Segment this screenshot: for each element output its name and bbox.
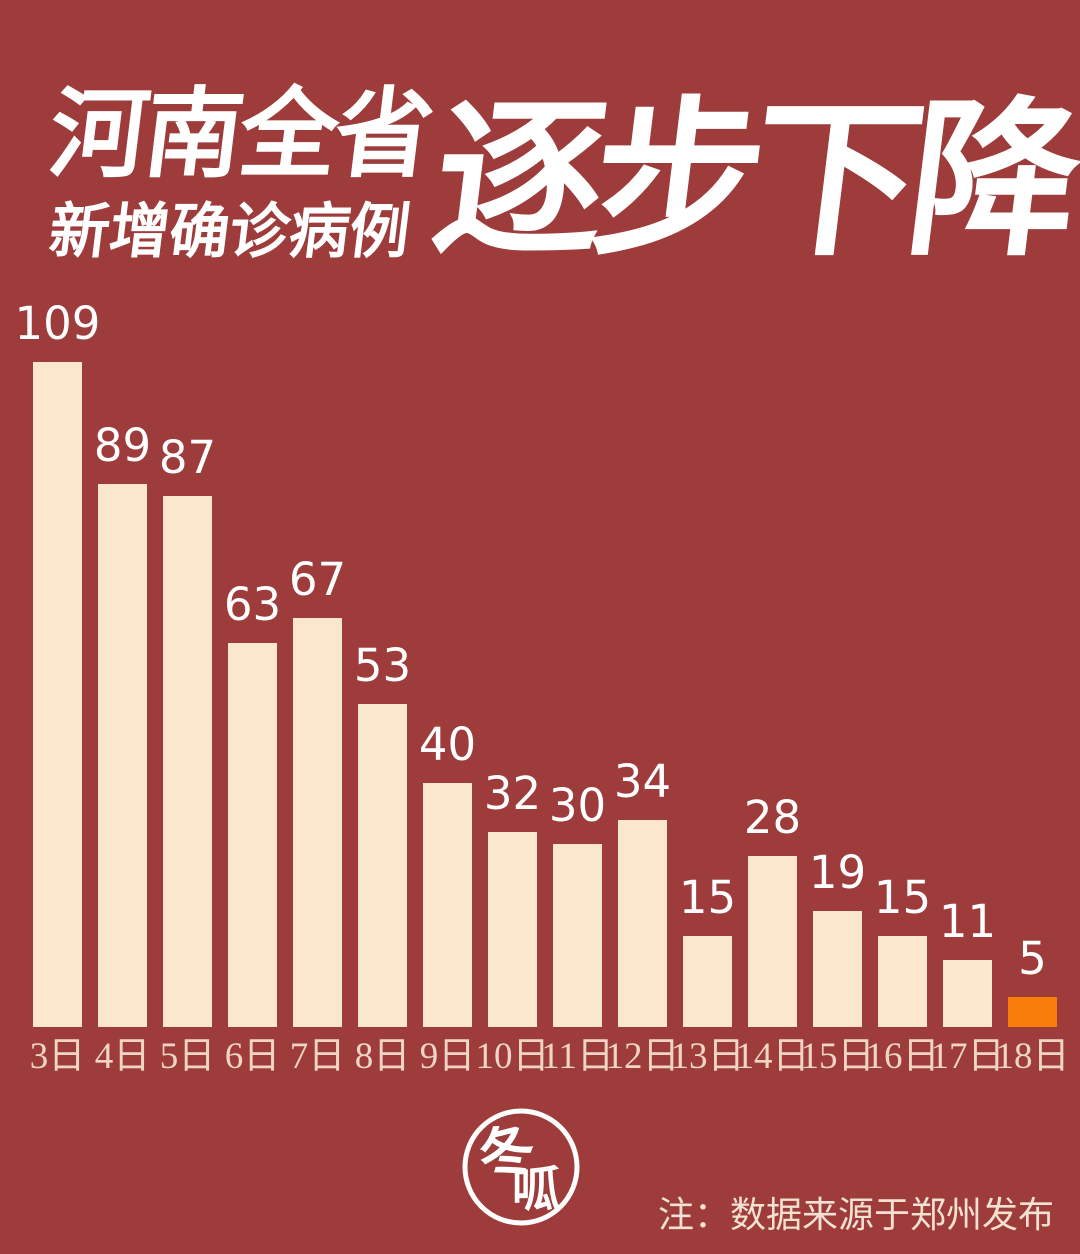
- bar-column: 30: [549, 783, 606, 1027]
- data-source-note: 注：数据来源于郑州发布: [657, 1195, 1054, 1235]
- bar: [98, 484, 147, 1027]
- category-label: 16日: [865, 1036, 940, 1077]
- bar: [33, 362, 82, 1027]
- bar-column: 53: [354, 643, 411, 1027]
- category-label: 17日: [930, 1036, 1005, 1077]
- category-label: 3日: [29, 1036, 86, 1077]
- bar: [683, 935, 732, 1027]
- bar-column: 15: [679, 875, 736, 1027]
- category-label: 7日: [289, 1036, 346, 1077]
- bar: [293, 618, 342, 1027]
- bar-highlighted: [1008, 996, 1057, 1027]
- bar-column: 11: [939, 899, 996, 1027]
- bar: [813, 911, 862, 1027]
- category-label: 12日: [605, 1036, 680, 1077]
- bar-value-label: 87: [158, 431, 217, 485]
- category-label: 18日: [995, 1036, 1070, 1077]
- bar-column: 34: [614, 759, 671, 1027]
- bar-value-label: 89: [93, 419, 152, 473]
- bar: [618, 819, 667, 1027]
- bar-value-label: 30: [548, 779, 607, 832]
- bar-chart: 109 89 87 63 67 53 40 32 30 34 15 28 19 15 11 5: [15, 227, 1057, 1027]
- bar-column: 15: [874, 875, 931, 1027]
- bar: [878, 935, 927, 1027]
- bar-column: 67: [289, 557, 346, 1027]
- category-label: 10日: [475, 1036, 550, 1077]
- bar-column: 28: [744, 795, 801, 1027]
- bar-value-label: 15: [678, 870, 737, 924]
- bar: [423, 783, 472, 1027]
- bar-value-label: 109: [14, 297, 101, 351]
- bar-value-label: 53: [353, 638, 412, 692]
- bar-column: 89: [94, 423, 151, 1027]
- bar-column: 109: [15, 301, 100, 1027]
- bar-value-label: 67: [288, 553, 347, 607]
- category-label: 8日: [354, 1036, 411, 1077]
- bar: [163, 496, 212, 1027]
- bar-column: 32: [484, 771, 541, 1027]
- category-label: 15日: [800, 1036, 875, 1077]
- bar: [358, 703, 407, 1027]
- bar: [943, 959, 992, 1027]
- category-label: 14日: [735, 1036, 810, 1077]
- logo-circle: [462, 1108, 580, 1226]
- title-region: 河南全省: [43, 78, 438, 192]
- logo-char-bottom: 呱: [512, 1162, 560, 1218]
- bar-column: 19: [809, 850, 866, 1027]
- bar-value-label: 15: [873, 870, 932, 924]
- category-axis: 3日 4日 5日 6日 7日 8日 9日 10日 11日 12日 13日 14日 15日 16日 17日 18…: [29, 1036, 1070, 1077]
- bar-column: 40: [419, 722, 476, 1027]
- bar-value-label: 63: [223, 577, 282, 631]
- bar: [553, 844, 602, 1027]
- category-label: 13日: [670, 1036, 745, 1077]
- category-label: 5日: [159, 1036, 216, 1077]
- bar: [228, 642, 277, 1027]
- bar-value-label: 11: [938, 894, 997, 948]
- category-label: 4日: [94, 1036, 151, 1077]
- bar-value-label: 34: [613, 754, 672, 808]
- bar-value-label: 28: [743, 791, 802, 845]
- bar: [748, 856, 797, 1027]
- bar-column: 63: [224, 582, 281, 1027]
- bar-value-label: 19: [808, 846, 867, 900]
- bar-value-label: 40: [418, 718, 477, 771]
- category-label: 9日: [419, 1036, 476, 1077]
- bar-value-label: 5: [1018, 931, 1047, 985]
- donggua-logo: 冬 呱: [462, 1108, 580, 1226]
- bar-column: 5: [1008, 931, 1057, 1027]
- bar-value-label: 32: [483, 766, 542, 820]
- category-label: 6日: [224, 1036, 281, 1077]
- category-label: 11日: [541, 1036, 614, 1077]
- bar: [488, 831, 537, 1027]
- bar-column: 87: [159, 435, 216, 1027]
